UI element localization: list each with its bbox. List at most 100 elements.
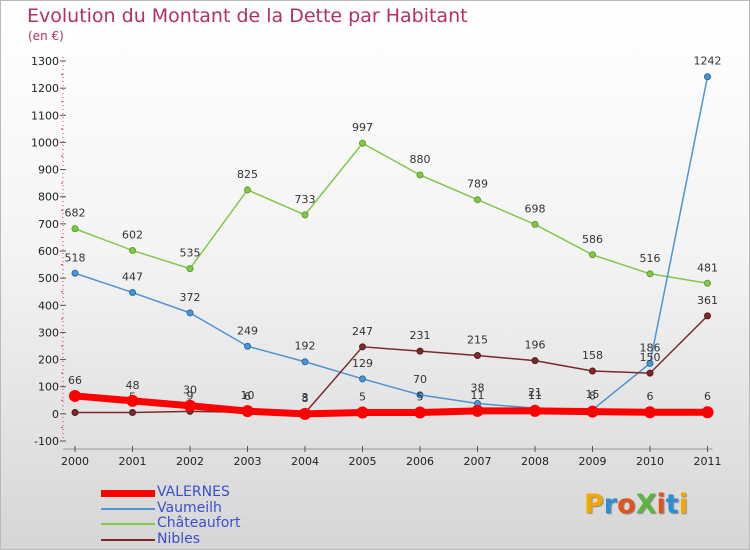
data-label: 682 [65, 207, 86, 220]
data-label: 9 [187, 389, 194, 402]
data-point [701, 406, 714, 419]
y-tick-label: 600 [38, 245, 59, 258]
data-point [244, 186, 251, 194]
data-label: 8 [589, 390, 596, 403]
data-label: 186 [640, 341, 661, 354]
x-tick-label: 2002 [176, 455, 204, 468]
data-label: 70 [413, 373, 427, 386]
data-label: 1242 [694, 55, 722, 68]
data-point [71, 409, 79, 416]
data-label: 698 [525, 202, 546, 215]
chart-subtitle: (en €) [28, 29, 64, 43]
data-label: 447 [122, 271, 143, 284]
legend-swatch [101, 489, 155, 497]
legend-item: Châteaufort [101, 516, 321, 532]
data-label: 158 [582, 349, 603, 362]
y-tick-label: 200 [38, 354, 59, 367]
data-point [704, 312, 711, 320]
data-label: 5 [417, 391, 424, 404]
data-point [301, 358, 309, 366]
data-point [414, 406, 426, 419]
data-point [186, 265, 194, 273]
y-tick-label: -100 [34, 435, 59, 448]
data-point [416, 171, 424, 179]
data-label: 247 [352, 325, 373, 338]
data-label: 3 [302, 391, 309, 404]
data-point [646, 270, 654, 278]
proxiti-logo: ProXiti [584, 489, 688, 520]
data-label: 21 [528, 386, 542, 399]
data-label: 192 [295, 340, 316, 353]
legend-swatch [101, 523, 155, 525]
data-label: 602 [122, 228, 143, 241]
data-label: 10 [241, 389, 255, 402]
y-tick-label: 0 [52, 408, 59, 421]
data-point [529, 404, 541, 417]
x-tick-label: 2008 [521, 455, 549, 468]
y-tick-label: 100 [38, 381, 59, 394]
legend-swatch [101, 507, 155, 510]
data-point [69, 389, 81, 402]
data-label: 361 [697, 294, 718, 307]
data-label: 11 [528, 389, 542, 402]
data-point [474, 196, 481, 204]
series-line-nibles [74, 315, 709, 414]
x-tick-label: 2001 [119, 455, 147, 468]
x-tick-label: 2010 [636, 455, 664, 468]
x-tick-label: 2011 [694, 455, 722, 468]
series-line-valernes [71, 392, 711, 418]
data-label: 518 [65, 251, 86, 264]
data-point [589, 251, 596, 259]
data-label: 481 [697, 261, 718, 274]
chart-title: Evolution du Montant de la Dette par Hab… [27, 5, 468, 27]
data-label: 11 [471, 389, 485, 402]
data-point [416, 347, 424, 355]
data-point [531, 220, 539, 228]
data-point [299, 407, 311, 420]
legend-label: Châteaufort [157, 515, 241, 531]
data-point [474, 352, 481, 359]
data-point [586, 405, 599, 418]
data-label: 5 [359, 391, 366, 404]
y-tick-label: 300 [38, 326, 59, 339]
legend-label: VALERNES [157, 484, 230, 500]
data-point [129, 246, 136, 254]
y-tick-label: 1300 [31, 55, 59, 68]
data-label: 997 [352, 121, 373, 134]
data-label: 586 [582, 233, 603, 246]
y-tick-label: 1100 [31, 109, 59, 122]
x-tick-label: 2007 [464, 455, 492, 468]
data-point [471, 404, 484, 417]
data-point [646, 359, 654, 367]
data-point [531, 357, 539, 365]
data-point [241, 405, 254, 418]
data-label: 129 [352, 357, 373, 370]
data-label: 196 [525, 339, 546, 352]
data-label: 249 [237, 324, 258, 337]
data-label: 231 [410, 329, 431, 342]
data-label: 215 [467, 334, 488, 347]
data-point [71, 225, 79, 233]
data-label: 38 [471, 382, 485, 395]
data-label: 6 [647, 390, 654, 403]
x-tick-label: 2005 [349, 455, 377, 468]
data-point [126, 394, 139, 407]
legend-label: Nibles [157, 530, 201, 547]
data-label: 516 [640, 252, 661, 265]
data-label: 6 [704, 390, 711, 403]
data-label: 825 [237, 168, 258, 181]
y-tick-label: 400 [38, 299, 59, 312]
data-label: 789 [467, 178, 488, 191]
y-tick-label: 700 [38, 218, 59, 231]
y-tick-label: 900 [38, 164, 59, 177]
legend-item: Nibles [101, 530, 321, 548]
data-point [129, 409, 136, 416]
legend-item: VALERNES [101, 485, 321, 501]
legend-swatch [101, 538, 155, 541]
data-point [129, 289, 136, 297]
data-label: 372 [180, 291, 201, 304]
series-line-vaumeilh [74, 75, 709, 411]
data-point [359, 375, 366, 383]
